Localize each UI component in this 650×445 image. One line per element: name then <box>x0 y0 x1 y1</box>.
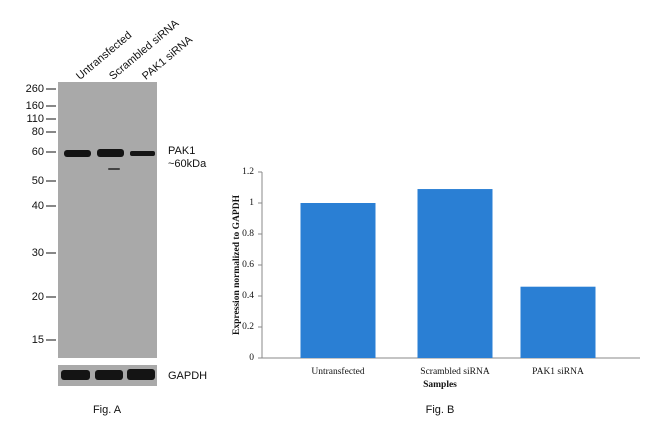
loading-label: GAPDH <box>168 370 207 382</box>
marker-label: 20 <box>32 291 44 303</box>
y-tick-label: 0 <box>249 353 254 363</box>
bar <box>520 286 596 358</box>
x-tick-label: PAK1 siRNA <box>532 367 584 377</box>
band <box>108 168 120 170</box>
marker-label: 15 <box>32 334 44 346</box>
y-tick-label: 1 <box>249 198 254 208</box>
bar <box>300 203 376 358</box>
y-tick-label: 0.2 <box>242 322 254 332</box>
y-tick-label: 0.6 <box>242 260 254 270</box>
marker-label: 160 <box>26 100 44 112</box>
blot-membrane <box>58 82 157 358</box>
band <box>97 149 124 157</box>
lane-label: Untransfected <box>74 29 134 82</box>
x-tick-label: Untransfected <box>311 366 365 377</box>
x-tick-label: Scrambled siRNA <box>420 367 490 377</box>
bands <box>61 149 155 380</box>
y-tick-label: 1.2 <box>242 167 254 177</box>
band <box>127 369 155 380</box>
marker-label: 40 <box>32 200 44 212</box>
caption: Fig. B <box>426 404 455 416</box>
bar <box>417 189 493 358</box>
y-tick-label: 0.4 <box>242 291 254 301</box>
marker-label: 260 <box>26 83 44 95</box>
y-axis-label: Expression normalized to GAPDH <box>232 194 242 335</box>
band <box>95 370 123 380</box>
band-label: PAK1 <box>168 145 195 157</box>
marker-label: 30 <box>32 247 44 259</box>
x-axis-label: Samples <box>423 380 457 390</box>
marker-label: 80 <box>32 126 44 138</box>
band <box>64 150 91 157</box>
caption: Fig. A <box>93 404 122 416</box>
marker-label: 60 <box>32 146 44 158</box>
y-tick-label: 0.8 <box>242 229 254 239</box>
band-label: ~60kDa <box>168 158 207 170</box>
marker-label: 110 <box>26 113 44 125</box>
band <box>61 370 90 380</box>
marker-label: 50 <box>32 175 44 187</box>
band <box>130 151 155 156</box>
